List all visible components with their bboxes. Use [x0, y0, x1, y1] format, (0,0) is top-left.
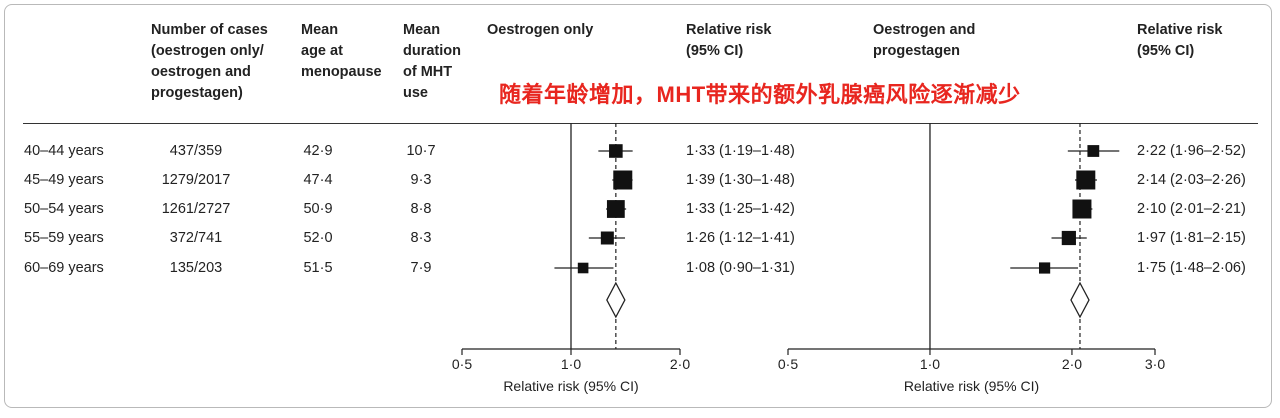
estimate-square [609, 144, 623, 158]
estimate-square [1087, 145, 1099, 157]
estimate-square [578, 263, 589, 274]
estimate-square [1062, 231, 1076, 245]
estimate-square [1039, 262, 1050, 273]
estimate-square [613, 171, 632, 190]
x-tick-label: 0·5 [452, 356, 472, 372]
estimate-square [1072, 200, 1091, 219]
estimate-square [607, 200, 625, 218]
x-axis-label: Relative risk (95% CI) [503, 378, 638, 394]
x-tick-label: 2·0 [1062, 356, 1082, 372]
x-tick-label: 1·0 [561, 356, 581, 372]
x-tick-label: 2·0 [670, 356, 690, 372]
x-tick-label: 1·0 [920, 356, 940, 372]
overall-diamond [607, 283, 625, 317]
x-axis-label: Relative risk (95% CI) [904, 378, 1039, 394]
estimate-square [1076, 171, 1095, 190]
overall-diamond [1071, 283, 1089, 317]
x-tick-label: 3·0 [1145, 356, 1165, 372]
estimate-square [601, 232, 614, 245]
forest-plots: 0·5 1·0 2·0 Relative risk (95% CI) 0·5 1·0 2·0… [0, 0, 1280, 418]
x-tick-label: 0·5 [778, 356, 798, 372]
